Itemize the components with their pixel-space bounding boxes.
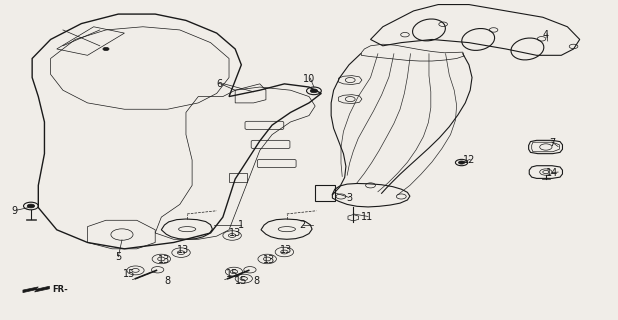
Text: 13: 13 bbox=[229, 228, 241, 238]
Circle shape bbox=[27, 204, 35, 208]
Text: 15: 15 bbox=[226, 269, 239, 279]
Text: 6: 6 bbox=[217, 79, 223, 89]
Text: 2: 2 bbox=[300, 220, 306, 230]
Text: 11: 11 bbox=[362, 212, 373, 222]
Text: 13: 13 bbox=[279, 245, 292, 255]
Text: 14: 14 bbox=[546, 168, 558, 178]
Text: FR-: FR- bbox=[52, 285, 67, 294]
Text: 15: 15 bbox=[123, 269, 135, 279]
Text: 8: 8 bbox=[164, 276, 171, 286]
Circle shape bbox=[310, 89, 318, 93]
Text: 8: 8 bbox=[253, 276, 260, 286]
Polygon shape bbox=[23, 286, 49, 292]
Text: 10: 10 bbox=[303, 74, 315, 84]
Text: 13: 13 bbox=[263, 255, 275, 265]
Text: 3: 3 bbox=[346, 193, 352, 203]
Text: 13: 13 bbox=[177, 245, 190, 255]
Text: 15: 15 bbox=[235, 276, 248, 286]
Text: 4: 4 bbox=[543, 30, 549, 40]
Text: 5: 5 bbox=[115, 252, 121, 262]
Text: 7: 7 bbox=[549, 138, 555, 148]
Circle shape bbox=[103, 47, 109, 51]
Text: 9: 9 bbox=[12, 206, 18, 216]
Text: 13: 13 bbox=[158, 255, 170, 265]
Text: 1: 1 bbox=[239, 220, 244, 230]
Circle shape bbox=[459, 161, 465, 164]
Text: 12: 12 bbox=[463, 155, 475, 165]
